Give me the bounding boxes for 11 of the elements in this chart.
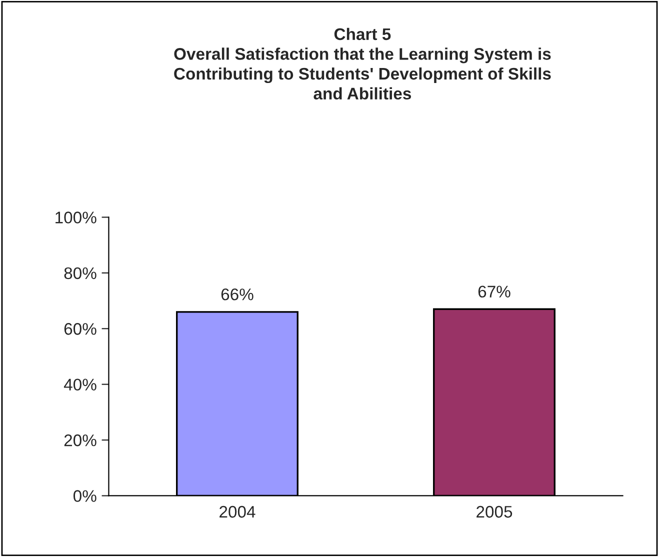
data-label: 66% <box>221 288 254 300</box>
x-tick-label: 2004 <box>220 506 256 518</box>
x-tick-label: 2005 <box>476 506 512 518</box>
y-tick-label: 100% <box>56 212 96 224</box>
y-tick-label: 60% <box>64 323 96 335</box>
data-label: 67% <box>478 286 510 298</box>
y-tick-label: 20% <box>64 434 96 446</box>
y-tick-label: 0% <box>73 490 96 502</box>
y-tick-label: 80% <box>64 267 96 280</box>
chart-title: Chart 5 Overall Satisfaction that the Learning System is Contributing to Students' Development of Skills and Abilities <box>174 28 551 100</box>
y-tick-label: 40% <box>64 378 96 391</box>
